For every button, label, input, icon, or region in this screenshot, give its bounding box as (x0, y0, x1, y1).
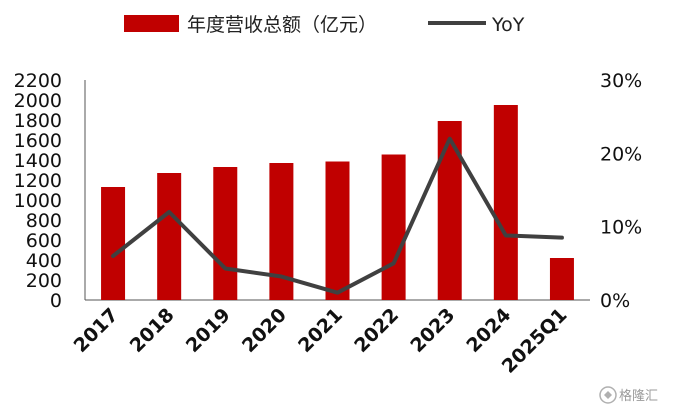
x-tick-label: 2018 (126, 304, 179, 357)
y-right-tick-label: 20% (600, 143, 642, 165)
bar (325, 161, 350, 300)
y-left-tick-label: 1600 (14, 130, 62, 152)
y-right-tick-label: 0% (600, 290, 630, 312)
y-left-tick-label: 1400 (14, 150, 62, 172)
bar (549, 258, 574, 300)
bar (213, 167, 238, 300)
bar (493, 105, 518, 300)
legend-line-label: YoY (491, 14, 525, 36)
y-left-tick-label: 600 (26, 230, 62, 252)
y-right-tick-label: 30% (600, 70, 642, 92)
yoy-line-series (111, 136, 564, 295)
y-left-tick-label: 1200 (14, 170, 62, 192)
x-tick-label: 2024 (462, 304, 515, 357)
y-left-tick-labels: 0200400600800100012001400160018002000220… (14, 70, 62, 312)
x-tick-label: 2020 (238, 304, 291, 357)
x-tick-label: 2023 (406, 304, 459, 357)
x-tick-label: 2017 (70, 304, 123, 357)
bar (101, 187, 126, 300)
y-left-tick-label: 0 (50, 290, 62, 312)
legend-bar-label: 年度营收总额（亿元） (187, 14, 377, 36)
y-left-tick-label: 400 (26, 250, 62, 272)
legend: 年度营收总额（亿元） YoY (124, 14, 525, 36)
y-left-tick-label: 200 (26, 270, 62, 292)
y-left-tick-label: 1000 (14, 190, 62, 212)
y-left-tick-label: 2200 (14, 70, 62, 92)
y-left-tick-label: 2000 (14, 90, 62, 112)
y-left-tick-label: 1800 (14, 110, 62, 132)
x-tick-label: 2021 (294, 304, 347, 357)
y-left-tick-label: 800 (26, 210, 62, 232)
bar-series (101, 105, 574, 300)
bar (381, 154, 406, 300)
x-tick-label: 2022 (350, 304, 403, 357)
watermark: 格隆汇 (599, 386, 658, 404)
yoy-line (111, 136, 564, 295)
watermark-text: 格隆汇 (619, 388, 658, 404)
watermark-logo-icon (599, 386, 617, 404)
x-tick-label: 2019 (182, 304, 235, 357)
y-right-tick-label: 10% (600, 217, 642, 239)
legend-bar-swatch (124, 15, 179, 32)
bar (437, 121, 462, 300)
y-right-tick-labels: 0% 10% 20% 30% (600, 70, 642, 312)
bar (157, 173, 182, 300)
